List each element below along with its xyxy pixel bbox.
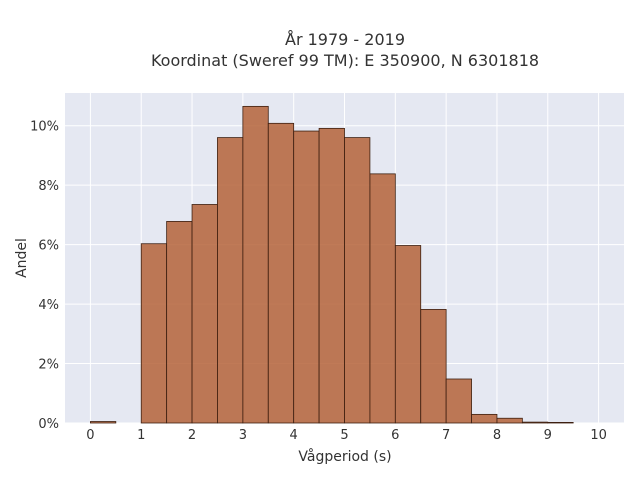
histogram-bar bbox=[140, 243, 168, 424]
y-tick-label: 6% bbox=[38, 239, 59, 254]
histogram-bar bbox=[166, 221, 193, 424]
x-axis-label: Vågperiod (s) bbox=[298, 448, 391, 465]
histogram-bar bbox=[496, 417, 523, 424]
y-tick-label: 4% bbox=[38, 298, 59, 313]
histogram-bar bbox=[191, 204, 218, 424]
histogram-bar bbox=[267, 122, 295, 424]
histogram-bar bbox=[445, 378, 472, 424]
y-tick-label: 2% bbox=[38, 358, 59, 373]
chart-subtitle: Koordinat (Sweref 99 TM): E 350900, N 63… bbox=[151, 51, 539, 70]
x-tick-label: 8 bbox=[493, 428, 501, 443]
histogram-bar bbox=[242, 105, 269, 424]
x-tick-label: 10 bbox=[590, 428, 607, 443]
y-axis-label: Andel bbox=[14, 238, 30, 278]
y-axis-ticks: 0% 2% 4% 6% 8% 10% bbox=[30, 120, 59, 432]
y-tick-label: 8% bbox=[38, 179, 59, 194]
bars bbox=[90, 105, 574, 424]
histogram-bar bbox=[394, 245, 422, 424]
x-tick-label: 6 bbox=[391, 428, 399, 443]
histogram-bar bbox=[471, 413, 498, 424]
chart-title: År 1979 - 2019 bbox=[285, 30, 405, 49]
x-axis-ticks: 0 1 2 3 4 5 6 7 8 9 10 bbox=[86, 428, 607, 443]
x-tick-label: 5 bbox=[340, 428, 348, 443]
histogram-bar bbox=[318, 127, 345, 424]
x-tick-label: 3 bbox=[239, 428, 247, 443]
x-tick-label: 2 bbox=[188, 428, 196, 443]
histogram-bar bbox=[293, 130, 320, 424]
x-tick-label: 7 bbox=[442, 428, 450, 443]
x-tick-label: 9 bbox=[544, 428, 552, 443]
histogram-bar bbox=[344, 137, 371, 424]
histogram-bar bbox=[420, 309, 447, 424]
x-tick-label: 1 bbox=[137, 428, 145, 443]
histogram-bar bbox=[217, 137, 244, 424]
histogram-bar bbox=[521, 421, 549, 424]
histogram-bar bbox=[90, 421, 117, 424]
x-tick-label: 0 bbox=[86, 428, 94, 443]
y-tick-label: 0% bbox=[38, 417, 59, 432]
x-tick-label: 4 bbox=[290, 428, 298, 443]
histogram-bar bbox=[369, 173, 396, 424]
histogram-bar bbox=[547, 422, 574, 424]
y-tick-label: 10% bbox=[30, 120, 59, 135]
